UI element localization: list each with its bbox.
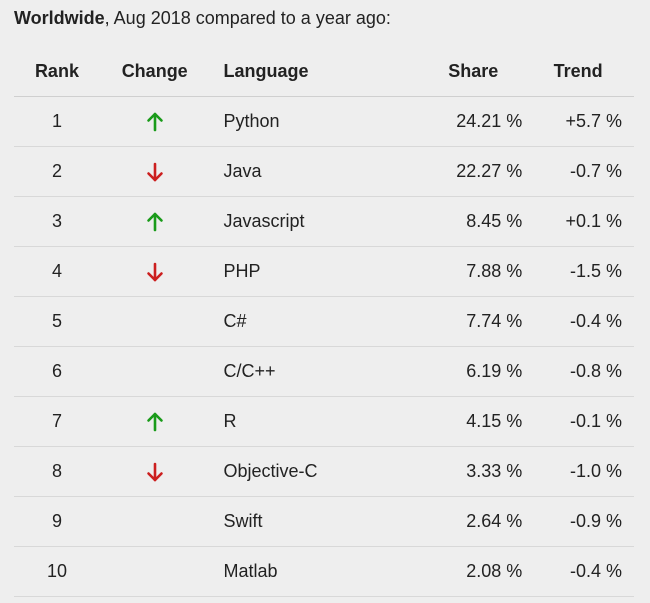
caption-period: , Aug 2018 compared to a year ago: xyxy=(104,8,391,28)
language-cell: Java xyxy=(209,146,390,197)
table-row: 2 Java 22.27 % -0.7 % xyxy=(14,146,634,197)
table-row: 10 Matlab 2.08 % -0.4 % xyxy=(14,546,634,597)
table-row: 8 Objective-C 3.33 % -1.0 % xyxy=(14,446,634,497)
change-cell xyxy=(99,346,210,397)
rank-cell: 4 xyxy=(14,246,100,297)
arrow-down-icon xyxy=(145,261,165,283)
arrow-up-icon xyxy=(145,411,165,433)
change-cell xyxy=(99,496,210,547)
language-cell: Javascript xyxy=(209,196,390,247)
header-trend: Trend xyxy=(522,46,634,97)
share-cell: 2.08 % xyxy=(389,546,523,597)
rank-cell: 5 xyxy=(14,296,100,347)
language-cell: Objective-C xyxy=(209,446,390,497)
table-row: 9 Swift 2.64 % -0.9 % xyxy=(14,496,634,547)
language-cell: R xyxy=(209,396,390,447)
share-cell: 2.64 % xyxy=(389,496,523,547)
arrow-down-icon xyxy=(145,461,165,483)
language-cell: Matlab xyxy=(209,546,390,597)
table-caption: Worldwide, Aug 2018 compared to a year a… xyxy=(14,8,391,29)
change-cell xyxy=(99,146,210,197)
table-row: 1 Python 24.21 % +5.7 % xyxy=(14,96,634,147)
rank-cell: 6 xyxy=(14,346,100,397)
header-language: Language xyxy=(209,46,390,97)
caption-region: Worldwide xyxy=(14,8,105,28)
trend-cell: -0.1 % xyxy=(522,396,634,447)
change-cell xyxy=(99,396,210,447)
rank-cell: 9 xyxy=(14,496,100,547)
header-rank: Rank xyxy=(14,46,100,97)
share-cell: 3.33 % xyxy=(389,446,523,497)
table-row: 4 PHP 7.88 % -1.5 % xyxy=(14,246,634,297)
language-cell: PHP xyxy=(209,246,390,297)
change-cell xyxy=(99,446,210,497)
rank-cell: 3 xyxy=(14,196,100,247)
table-row: 7 R 4.15 % -0.1 % xyxy=(14,396,634,447)
trend-cell: -0.4 % xyxy=(522,546,634,597)
language-cell: Swift xyxy=(209,496,390,547)
rank-cell: 1 xyxy=(14,96,100,147)
language-ranking-table: Rank Change Language Share Trend 1 Python… xyxy=(14,46,634,597)
change-cell xyxy=(99,296,210,347)
table-row: 3 Javascript 8.45 % +0.1 % xyxy=(14,196,634,247)
rank-cell: 7 xyxy=(14,396,100,447)
header-change: Change xyxy=(99,46,210,97)
trend-cell: +0.1 % xyxy=(522,196,634,247)
share-cell: 4.15 % xyxy=(389,396,523,447)
language-cell: C# xyxy=(209,296,390,347)
share-cell: 24.21 % xyxy=(389,96,523,147)
change-cell xyxy=(99,546,210,597)
share-cell: 22.27 % xyxy=(389,146,523,197)
share-cell: 7.88 % xyxy=(389,246,523,297)
share-cell: 6.19 % xyxy=(389,346,523,397)
arrow-down-icon xyxy=(145,161,165,183)
change-cell xyxy=(99,196,210,247)
share-cell: 8.45 % xyxy=(389,196,523,247)
trend-cell: -0.9 % xyxy=(522,496,634,547)
rank-cell: 2 xyxy=(14,146,100,197)
table-row: 6 C/C++ 6.19 % -0.8 % xyxy=(14,346,634,397)
trend-cell: +5.7 % xyxy=(522,96,634,147)
trend-cell: -1.5 % xyxy=(522,246,634,297)
trend-cell: -0.7 % xyxy=(522,146,634,197)
language-cell: Python xyxy=(209,96,390,147)
trend-cell: -0.8 % xyxy=(522,346,634,397)
change-cell xyxy=(99,96,210,147)
share-cell: 7.74 % xyxy=(389,296,523,347)
rank-cell: 10 xyxy=(14,546,100,597)
language-cell: C/C++ xyxy=(209,346,390,397)
table-body: 1 Python 24.21 % +5.7 % 2 Java 22.27 % -0.7 % 3 J… xyxy=(14,96,634,597)
arrow-up-icon xyxy=(145,211,165,233)
trend-cell: -1.0 % xyxy=(522,446,634,497)
header-share: Share xyxy=(389,46,523,97)
change-cell xyxy=(99,246,210,297)
rank-cell: 8 xyxy=(14,446,100,497)
table-header-row: Rank Change Language Share Trend xyxy=(14,46,634,97)
trend-cell: -0.4 % xyxy=(522,296,634,347)
arrow-up-icon xyxy=(145,111,165,133)
table-row: 5 C# 7.74 % -0.4 % xyxy=(14,296,634,347)
